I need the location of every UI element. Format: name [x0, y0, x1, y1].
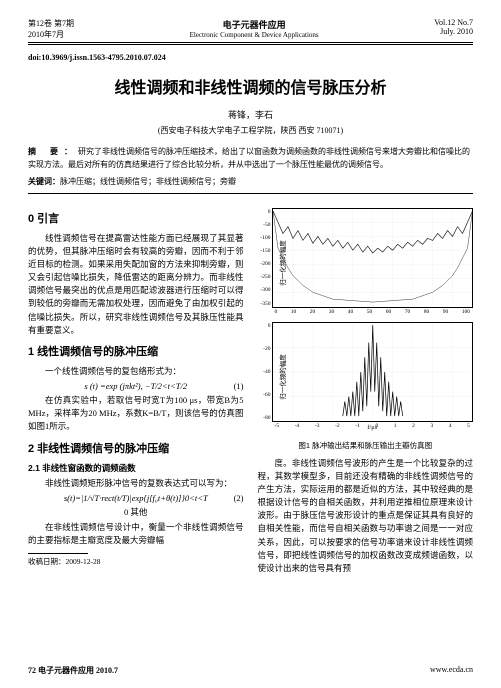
eq2-else: 0 其他	[28, 506, 244, 518]
eq1-num: (1)	[234, 381, 244, 391]
chart1-ylabel: 归一化频的幅度	[276, 240, 286, 286]
vol-cn: 第12卷 第7期	[28, 18, 74, 29]
footer-left: 72 电子元器件应用 2010.7	[28, 665, 118, 676]
doi: doi:10.3969/j.issn.1563-4795.2010.07.024	[28, 53, 473, 62]
keywords-text: 脉冲压缩；线性调频信号；非线性调频信号；旁瓣	[60, 177, 236, 186]
sec1-p1: 一个线性调频信号的复包络形式为：	[28, 365, 244, 378]
two-column-body: 0 引言 线性调频信号在提高雷达性能方面已经展现了其显著的优势，但其脉冲压缩时会…	[28, 204, 473, 576]
chart1-yticks: 0 -50 -100 -150 -200 -250 -300 -350	[255, 209, 271, 307]
section-2-1-title: 2.1 非线性窗函数的调频函数	[28, 462, 244, 474]
eq2-body: s(t)=|1/√T·rect(t/T)|exp{j[f₀t+θ(t)]}0<t…	[64, 493, 208, 503]
chart1-xticks: 010 2030 4050 6070 8090 100	[273, 309, 473, 315]
divider	[28, 193, 473, 194]
intro-paragraph: 线性调频信号在提高雷达性能方面已经展现了其显著的优势，但其脉冲压缩时会有较高的旁…	[28, 232, 244, 337]
sec2-p1: 非线性调频矩形脉冲信号的复数表达式可以写为：	[28, 477, 244, 490]
figure-1-caption: 图1 脉冲输出结果和脉压输出主瓣仿真图	[258, 440, 474, 451]
equation-2: s(t)=|1/√T·rect(t/T)|exp{j[f₀t+θ(t)]}0<t…	[28, 493, 244, 503]
keywords-block: 关键词：脉冲压缩；线性调频信号；非线性调频信号；旁瓣	[28, 176, 473, 187]
footer-right: www.ecda.cn	[430, 665, 473, 676]
sec2-p2: 在非线性调频信号设计中，衡量一个非线性调频信号的主要指标是主瓣宽度及最大旁瓣幅	[28, 521, 244, 547]
date-cn: 2010年7月	[28, 29, 74, 40]
footnote-rule	[28, 553, 88, 554]
journal-cn: 电子元器件应用	[74, 18, 434, 31]
header-left: 第12卷 第7期 2010年7月	[28, 18, 74, 40]
journal-en: Electronic Component & Device Applicatio…	[74, 31, 434, 39]
abstract-label: 摘 要：	[28, 147, 78, 156]
equation-1: s (t) =exp (jπkt²), −T/2<t<T/2 (1)	[28, 381, 244, 391]
right-paragraph: 度。非线性调频信号波形的产生是一个比较复杂的过程，其数学模型多，目前还没有精确的…	[258, 457, 474, 576]
chart2-xlabel: f/μs	[367, 424, 377, 431]
section-1-title: 1 线性调频信号的脉冲压缩	[28, 343, 244, 359]
header-rule	[28, 42, 473, 45]
authors: 蒋锋，李石	[28, 108, 473, 121]
sec1-p2: 在仿真实验中，若取信号时宽T为100 μs，带宽B为5 MHz，采样率为20 M…	[28, 394, 244, 434]
paper-title: 线性调频和非线性调频的信号脉压分析	[28, 74, 473, 98]
left-column: 0 引言 线性调频信号在提高雷达性能方面已经展现了其显著的优势，但其脉冲压缩时会…	[28, 204, 244, 576]
date-en: July. 2010	[434, 27, 473, 36]
page-header: 第12卷 第7期 2010年7月 电子元器件应用 Electronic Comp…	[28, 18, 473, 40]
abstract-text: 研究了非线性调频信号的脉冲压缩技术，给出了以窗函数为调频函数的非线性调频信号来增…	[28, 147, 470, 169]
vol-en: Vol.12 No.7	[434, 18, 473, 27]
kw-label: 关键词：	[28, 177, 60, 186]
eq1-body: s (t) =exp (jπkt²), −T/2<t<T/2	[84, 381, 187, 391]
section-0-title: 0 引言	[28, 210, 244, 226]
section-2-title: 2 非线性调频信号的脉冲压缩	[28, 440, 244, 456]
eq2-num: (2)	[234, 493, 244, 503]
abstract-block: 摘 要：研究了非线性调频信号的脉冲压缩技术，给出了以窗函数为调频函数的非线性调频…	[28, 146, 473, 172]
chart1-svg	[273, 209, 473, 307]
header-right: Vol.12 No.7 July. 2010	[434, 18, 473, 40]
footnote: 收稿日期：2009-12-28	[28, 556, 244, 567]
right-column: 归一化频的幅度 0 -50 -100 -150 -200 -250 -300 -…	[258, 204, 474, 576]
chart2-svg	[273, 323, 473, 421]
figure-1-top: 归一化频的幅度 0 -50 -100 -150 -200 -250 -300 -…	[272, 208, 474, 308]
affiliation: (西安电子科技大学电子工程学院，陕西 西安 710071)	[28, 125, 473, 136]
header-center: 电子元器件应用 Electronic Component & Device Ap…	[74, 18, 434, 40]
figure-1-bottom: 归一化频的幅度 0 -20 -40 -60 -80	[272, 322, 474, 422]
chart2-yticks: 0 -20 -40 -60 -80	[255, 323, 271, 421]
chart2-ylabel: 归一化频的幅度	[276, 354, 286, 400]
page-footer: 72 电子元器件应用 2010.7 www.ecda.cn	[28, 665, 473, 676]
